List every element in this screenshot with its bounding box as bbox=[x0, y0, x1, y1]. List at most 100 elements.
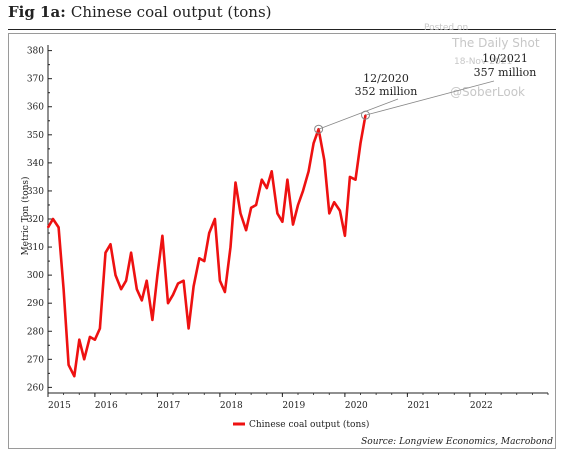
series-point bbox=[52, 218, 54, 220]
series-point bbox=[250, 206, 253, 209]
series-point bbox=[239, 212, 242, 215]
series-point bbox=[245, 229, 248, 232]
series-point bbox=[292, 223, 294, 226]
axes: 260 270 280 290 300 310 320 330 340 350 360 370 380 2… bbox=[27, 45, 549, 411]
series-point bbox=[57, 226, 60, 229]
series-point bbox=[214, 218, 216, 220]
series-point bbox=[281, 220, 284, 223]
y-tick-label: 330 bbox=[27, 187, 44, 197]
y-tick-label: 290 bbox=[27, 299, 44, 309]
y-tick-label: 310 bbox=[27, 243, 44, 253]
series-point bbox=[145, 279, 148, 282]
series-point bbox=[198, 257, 201, 260]
series-point bbox=[114, 274, 117, 276]
series-point bbox=[208, 232, 211, 234]
series-point bbox=[328, 212, 331, 215]
source-note: Source: Longview Economics, Macrobond bbox=[361, 437, 553, 447]
watermark-posted-on: Posted on bbox=[424, 23, 468, 33]
series-point bbox=[73, 375, 76, 378]
series-point bbox=[47, 226, 49, 229]
series-point bbox=[167, 302, 169, 305]
series-point bbox=[297, 204, 299, 206]
series-point bbox=[229, 246, 232, 249]
y-tick-label: 350 bbox=[27, 131, 44, 141]
watermark-date: 18-Nov-2021 bbox=[454, 57, 512, 67]
annotation-value: 352 million bbox=[355, 85, 418, 98]
series-point bbox=[349, 176, 351, 178]
x-tick-label: 2022 bbox=[470, 401, 493, 411]
x-tick-label: 2018 bbox=[220, 401, 243, 411]
series-line bbox=[46, 114, 367, 378]
annotation-marker bbox=[361, 110, 370, 120]
figure-title: Fig 1a: Chinese coal output (tons) bbox=[8, 2, 556, 28]
y-tick-label: 320 bbox=[27, 215, 44, 225]
series-point bbox=[265, 187, 268, 190]
series-point bbox=[312, 142, 315, 145]
x-tick-label: 2020 bbox=[345, 401, 368, 411]
figure-number: Fig 1a: bbox=[8, 3, 66, 21]
series-point bbox=[307, 170, 310, 173]
y-tick-label: 300 bbox=[27, 271, 44, 281]
series-point bbox=[78, 338, 81, 341]
series-point bbox=[344, 234, 346, 237]
x-tick-label: 2016 bbox=[95, 401, 118, 411]
series-point bbox=[323, 159, 326, 162]
x-tick-label: 2017 bbox=[157, 401, 180, 411]
series-point bbox=[260, 178, 263, 181]
series-point bbox=[224, 291, 226, 293]
annotation-date: 10/2021 bbox=[482, 52, 528, 65]
series-point bbox=[270, 170, 273, 173]
series-point bbox=[94, 338, 96, 341]
series-point bbox=[109, 243, 112, 246]
title-underline bbox=[8, 29, 556, 30]
series-point bbox=[182, 279, 185, 282]
series-point bbox=[177, 282, 179, 285]
y-axis-label: Metric Ton (tons) bbox=[20, 176, 31, 255]
series-point bbox=[192, 285, 195, 288]
series-point bbox=[354, 178, 357, 181]
series-point bbox=[151, 319, 154, 321]
y-tick-label: 380 bbox=[27, 47, 44, 57]
series-point bbox=[83, 358, 86, 361]
series-point bbox=[187, 327, 190, 330]
series-point bbox=[99, 327, 101, 330]
series-point bbox=[104, 251, 107, 254]
series-point bbox=[135, 288, 138, 291]
watermark-brand: The Daily Shot bbox=[451, 36, 540, 50]
series-point bbox=[172, 293, 174, 296]
y-tick-label: 340 bbox=[27, 159, 44, 169]
series-point bbox=[234, 181, 237, 184]
series-point bbox=[125, 279, 127, 282]
series-point bbox=[359, 142, 362, 145]
legend-label[interactable]: Chinese coal output (tons) bbox=[249, 419, 369, 430]
y-tick-label: 360 bbox=[27, 103, 44, 113]
series-point bbox=[219, 279, 221, 282]
annotation-marker bbox=[314, 124, 324, 134]
x-tick-label: 2021 bbox=[407, 401, 430, 411]
chart-frame bbox=[8, 33, 556, 449]
series-layer bbox=[46, 114, 367, 378]
series-point bbox=[67, 364, 70, 366]
annotation-leader bbox=[318, 98, 399, 130]
series-point bbox=[120, 288, 122, 291]
series-point bbox=[140, 299, 143, 302]
series-point bbox=[89, 336, 91, 338]
series-point bbox=[255, 204, 257, 206]
series-point bbox=[339, 209, 341, 212]
y-tick-label: 280 bbox=[27, 327, 44, 337]
series-point bbox=[130, 251, 133, 254]
annotation-value: 357 million bbox=[474, 66, 537, 79]
watermark-handle: @SoberLook bbox=[450, 85, 525, 99]
series-point bbox=[62, 288, 65, 291]
series-point bbox=[156, 274, 159, 276]
series-point bbox=[333, 201, 336, 204]
series-point bbox=[286, 178, 289, 181]
annotation-date: 12/2020 bbox=[363, 72, 409, 85]
x-tick-label: 2015 bbox=[48, 401, 71, 411]
series-point bbox=[302, 190, 304, 192]
series-point bbox=[161, 234, 164, 237]
chart-title: Chinese coal output (tons) bbox=[70, 3, 272, 21]
series-point bbox=[276, 212, 279, 215]
